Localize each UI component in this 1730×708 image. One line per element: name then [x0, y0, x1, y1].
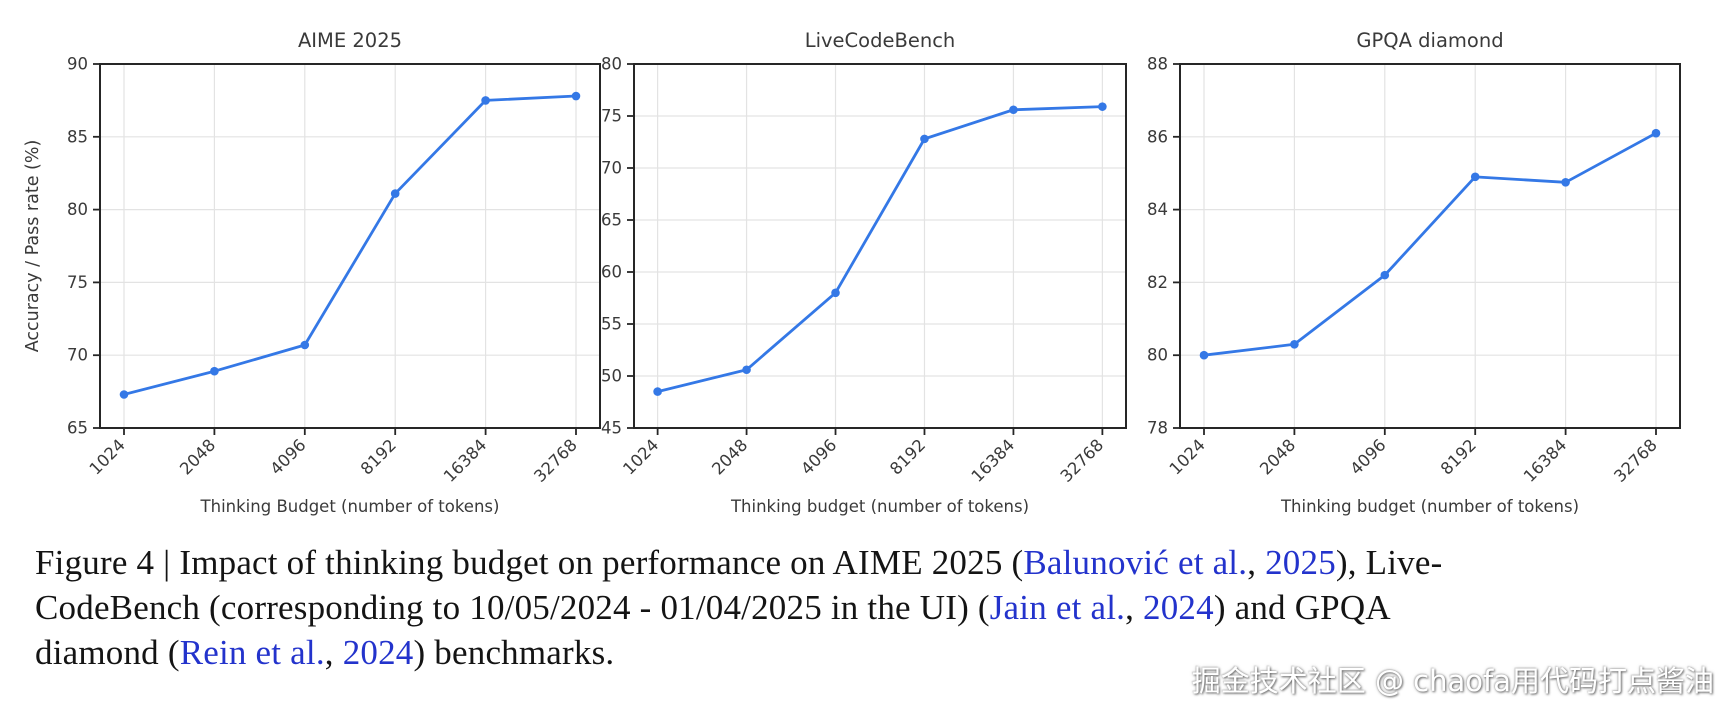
caption-line: diamond (Rein et al., 2024) benchmarks.	[35, 633, 614, 672]
series-line	[656, 105, 1104, 394]
data-point	[653, 387, 662, 396]
caption-text: ,	[1125, 588, 1143, 627]
y-tick-label: 80	[67, 200, 88, 219]
data-point	[210, 366, 219, 376]
plot-border	[99, 63, 601, 429]
caption-text: ,	[324, 633, 343, 672]
y-tick-label: 86	[1147, 127, 1168, 146]
citation-link[interactable]: Jain et al.	[989, 588, 1126, 627]
citation-link[interactable]: 2024	[342, 633, 414, 672]
x-tick-label: 8192	[1437, 435, 1480, 478]
x-tick-label: 32768	[1610, 435, 1661, 486]
x-tick-label: 8192	[886, 435, 929, 478]
citation-link[interactable]: 2025	[1265, 543, 1336, 582]
x-tick-label: 1024	[619, 435, 662, 478]
x-tick-label: 4096	[1346, 435, 1389, 478]
data-point	[119, 390, 129, 399]
data-point	[1199, 350, 1209, 360]
y-tick-label: 65	[67, 419, 88, 438]
chart-aime-2025: 65 70 75 80 85 90 1024 2048 4096 8192 16384 32768 AI…	[0, 20, 620, 520]
x-tick-label: 1024	[86, 435, 129, 478]
series-line	[1202, 131, 1658, 357]
caption-text: diamond (	[35, 633, 180, 672]
plot-border	[1179, 63, 1681, 429]
x-tick-label: 1024	[1166, 435, 1209, 478]
chart-canvas: 78 80 82 84 86 88 1024 2048 4096 8192 16384 32768 GP…	[1147, 29, 1681, 516]
x-tick-label: 8192	[357, 435, 400, 478]
chart-title: GPQA diamond	[1356, 29, 1503, 52]
data-point	[831, 288, 840, 298]
figure-caption: Figure 4 | Impact of thinking budget on …	[35, 540, 1615, 675]
chart-title: LiveCodeBench	[805, 29, 956, 52]
y-tick-label: 60	[601, 263, 622, 282]
chart-title: AIME 2025	[298, 29, 402, 52]
y-tick-label: 70	[67, 346, 88, 365]
caption-text: ) and GPQA	[1213, 588, 1391, 627]
x-tick-label: 4096	[266, 435, 309, 478]
y-tick-label: 85	[67, 127, 88, 146]
y-tick-label: 80	[601, 55, 622, 74]
data-point	[390, 189, 400, 198]
y-tick-label: 78	[1147, 419, 1168, 438]
chart-livecodebench: 45 50 55 60 65 70 75 80 1024 2048 4096 8192 16384 327…	[560, 20, 1140, 520]
data-point	[1290, 339, 1299, 349]
caption-text: ), Live-	[1335, 543, 1443, 582]
y-tick-label: 82	[1147, 273, 1168, 292]
y-tick-label: 84	[1147, 200, 1168, 219]
caption-text: ,	[1247, 543, 1266, 582]
x-tick-label: 2048	[1256, 435, 1299, 478]
y-tick-label: 88	[1147, 55, 1168, 74]
citation-link[interactable]: Balunović et al.	[1023, 543, 1248, 582]
data-point	[1470, 172, 1480, 182]
chart-gpqa-diamond: 78 80 82 84 86 88 1024 2048 4096 8192 16384 32768 GP…	[1100, 20, 1700, 520]
data-point	[1380, 270, 1390, 280]
citation-link[interactable]: Rein et al.	[179, 633, 325, 672]
y-tick-label: 90	[67, 55, 88, 74]
x-tick-label: 16384	[1520, 435, 1571, 486]
y-tick-label: 45	[601, 419, 622, 438]
caption-line: Figure 4 | Impact of thinking budget on …	[35, 543, 1442, 582]
x-tick-label: 2048	[176, 435, 219, 478]
series-line	[122, 94, 578, 396]
plot-border	[633, 63, 1127, 429]
data-point	[1098, 102, 1107, 111]
y-tick-label: 75	[67, 273, 88, 292]
y-tick-label: 65	[601, 211, 622, 230]
data-point	[571, 91, 581, 101]
caption-text: ) benchmarks.	[413, 633, 615, 672]
y-tick-label: 50	[601, 367, 622, 386]
y-tick-label: 55	[601, 315, 622, 334]
watermark: 掘金技术社区 @ chaofa用代码打点酱油	[1191, 664, 1714, 698]
caption-line: CodeBench (corresponding to 10/05/2024 -…	[35, 588, 1391, 627]
x-axis-label: Thinking budget (number of tokens)	[1280, 497, 1579, 516]
data-point	[1651, 128, 1661, 138]
y-axis-label: Accuracy / Pass rate (%)	[23, 140, 43, 353]
data-point	[1009, 105, 1018, 115]
x-tick-label: 4096	[797, 435, 840, 478]
data-point	[742, 365, 751, 375]
x-axis-label: Thinking Budget (number of tokens)	[200, 497, 500, 516]
x-tick-label: 2048	[708, 435, 751, 478]
y-tick-label: 75	[601, 107, 622, 126]
x-tick-label: 16384	[440, 435, 491, 486]
caption-text: Figure 4 | Impact of thinking budget on …	[35, 543, 1024, 582]
citation-link[interactable]: 2024	[1143, 588, 1214, 627]
y-tick-label: 80	[1147, 346, 1168, 365]
x-tick-label: 16384	[968, 435, 1019, 486]
data-point	[920, 134, 929, 144]
y-tick-label: 70	[601, 159, 622, 178]
data-point	[1561, 178, 1570, 187]
x-axis-label: Thinking budget (number of tokens)	[730, 497, 1029, 516]
data-point	[481, 96, 490, 105]
data-point	[300, 340, 310, 350]
caption-text: CodeBench (corresponding to 10/05/2024 -…	[35, 588, 990, 627]
